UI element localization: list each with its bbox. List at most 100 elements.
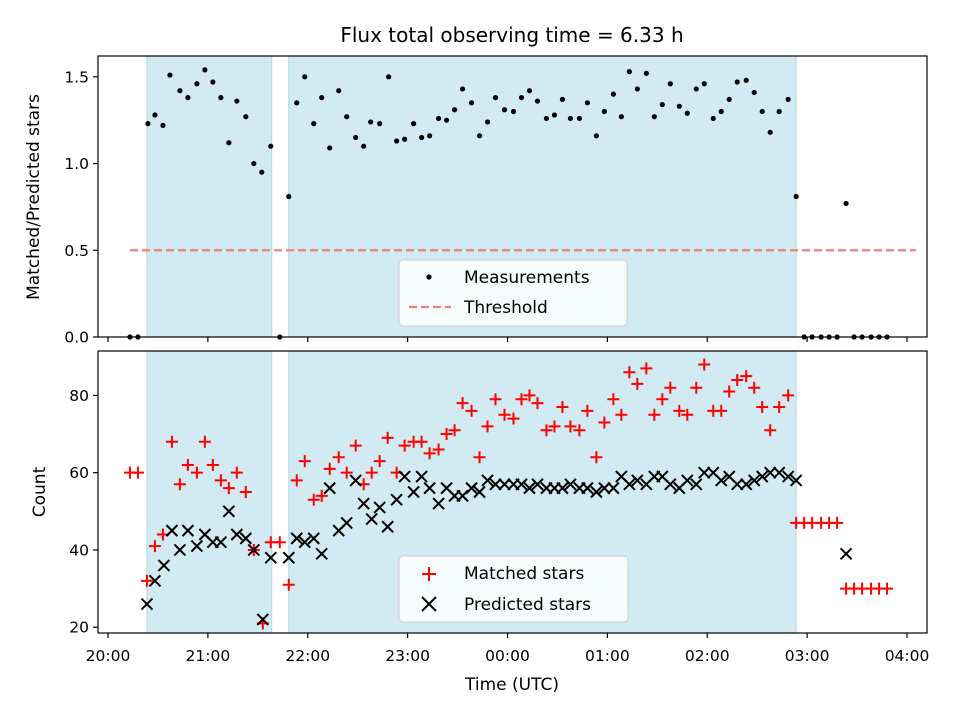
measurement-point (492, 95, 499, 101)
measurement-point (593, 133, 599, 139)
measurement-point (718, 108, 724, 115)
measurement-point (234, 98, 240, 104)
measurement-point (776, 108, 782, 115)
predicted-star-point (763, 466, 777, 479)
matched-star-point (230, 466, 243, 479)
predicted-star-point (247, 543, 261, 557)
matched-star-point (656, 393, 669, 406)
measurement-point (459, 86, 466, 92)
measurement-point (584, 100, 591, 106)
matched-star-point (323, 462, 336, 475)
measurement-point (160, 122, 166, 128)
measurement-point (435, 115, 442, 122)
matched-star-point (440, 428, 453, 441)
predicted-star-point (214, 536, 228, 549)
matched-star-point (782, 389, 795, 402)
predicted-star-point (390, 493, 403, 506)
predicted-star-point (307, 532, 320, 545)
predicted-star-point (664, 478, 677, 491)
predicted-star-point (157, 559, 171, 572)
x-tick-label: 22:00 (285, 647, 330, 665)
top-shaded-interval (146, 55, 273, 338)
bottom-x-axis: 20:00 21:00 22:00 23:00 00:00 01:00 02:00 03:00… (86, 633, 930, 665)
matched-star-point (373, 455, 386, 468)
bottom-shaded-interval (146, 350, 273, 634)
legend-matched-label: Matched stars (464, 564, 584, 584)
bottom-y-tick-label: 40 (69, 541, 89, 559)
measurement-point (610, 91, 616, 97)
matched-star-point (332, 451, 345, 464)
matched-star-point (648, 408, 661, 421)
x-tick-label: 03:00 (785, 647, 830, 665)
matched-star-point (515, 393, 528, 406)
predicted-star-point (623, 478, 636, 491)
measurement-point (785, 96, 791, 102)
predicted-star-point (340, 516, 353, 530)
predicted-star-point (631, 474, 644, 487)
top-y-tick-label: 0.5 (64, 242, 89, 260)
matched-star-point (523, 389, 536, 402)
measurement-point (618, 114, 624, 120)
matched-star-point (881, 582, 894, 595)
matched-star-point (773, 401, 786, 414)
top-y-tick-label: 1.0 (64, 155, 89, 173)
matched-star-point (615, 408, 628, 421)
predicted-star-point (423, 481, 436, 495)
matched-star-point (507, 412, 520, 425)
x-tick-label: 23:00 (385, 647, 430, 665)
measurement-point (286, 193, 292, 200)
predicted-star-point (740, 478, 753, 491)
matched-star-point (381, 431, 394, 444)
predicted-star-point (598, 481, 611, 495)
measurement-point (361, 143, 367, 149)
measurement-point (311, 121, 317, 127)
measurement-point (451, 107, 458, 113)
measurement-point (710, 115, 716, 122)
legend-measurements-label: Measurements (464, 268, 590, 288)
top-y-tick-label: 1.5 (64, 68, 89, 86)
predicted-star-point (315, 547, 328, 561)
predicted-star-point (239, 532, 253, 545)
legend-matched-marker (422, 567, 436, 581)
predicted-star-point (465, 481, 478, 495)
measurement-point (643, 70, 649, 76)
measurement-point (726, 96, 732, 102)
predicted-star-point (290, 532, 303, 545)
matched-star-point (573, 424, 586, 437)
bottom-y-axis-label: Count (30, 466, 50, 517)
matched-star-point (173, 478, 186, 491)
top-y-tick-label: 0.0 (64, 329, 89, 347)
matched-star-point (131, 466, 144, 479)
measurement-point (659, 101, 665, 108)
measurement-point (251, 160, 257, 167)
matched-star-point (640, 362, 653, 375)
measurement-point (443, 117, 450, 123)
top-panel: 0.0 0.5 1.0 1.5 Matched/Predicted stars Mea… (24, 55, 928, 347)
predicted-star-point (748, 474, 761, 487)
matched-star-point (756, 401, 769, 414)
predicted-star-point (165, 524, 179, 537)
predicted-star-point (690, 478, 703, 491)
predicted-star-point (556, 481, 569, 495)
matched-star-point (740, 370, 753, 383)
matched-star-point (290, 474, 303, 487)
measurement-point (152, 112, 158, 118)
predicted-star-point (607, 481, 620, 495)
measurement-point (576, 115, 583, 122)
predicted-star-point (755, 470, 769, 483)
matched-star-point (273, 536, 286, 549)
measurement-point (510, 108, 517, 115)
measurement-point (626, 69, 632, 75)
matched-star-point (423, 447, 436, 460)
measurement-point (427, 133, 433, 139)
predicted-star-point (407, 485, 420, 499)
matched-star-point (548, 420, 561, 433)
measurement-point (368, 119, 374, 125)
measurement-point (526, 88, 533, 94)
x-tick-label: 04:00 (885, 647, 930, 665)
legend-predicted-label: Predicted stars (464, 595, 591, 615)
predicted-stars-series (140, 466, 853, 626)
measurement-point (402, 136, 408, 142)
measurement-point (651, 114, 657, 120)
matched-star-point (190, 466, 203, 479)
